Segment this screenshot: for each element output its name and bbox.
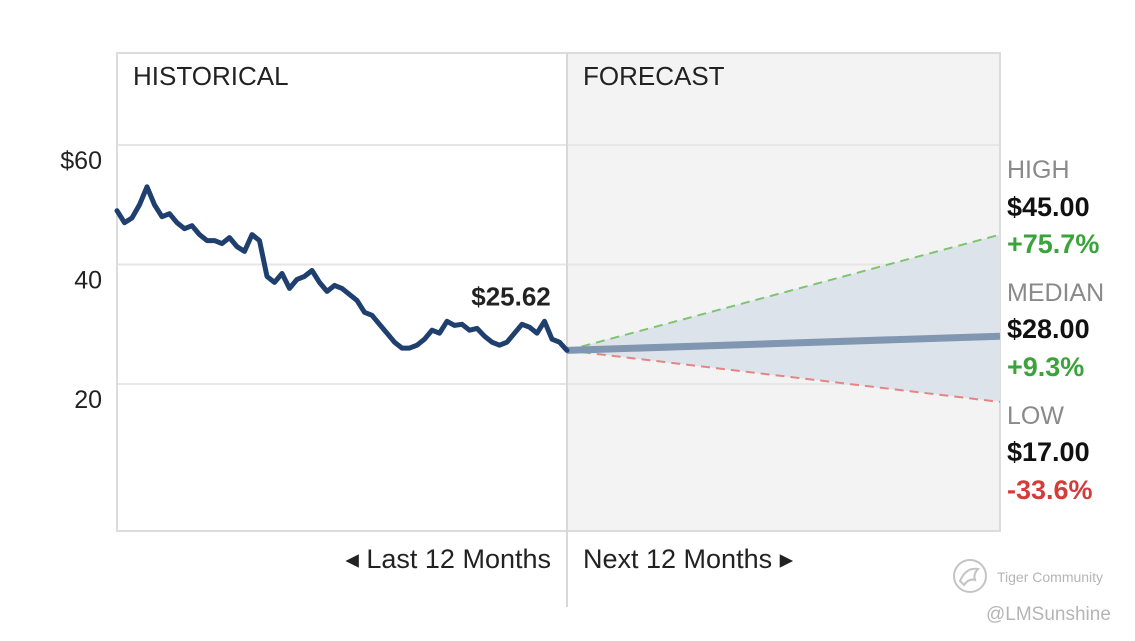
next-12-months-label: Next 12 Months ▸ [583, 544, 794, 574]
forecast-section-label: FORECAST [583, 61, 725, 91]
y-axis-ticks: $60 40 20 [60, 147, 102, 414]
forecast-median-label: MEDIAN [1007, 279, 1104, 307]
forecast-median-change: +9.3% [1007, 352, 1084, 382]
forecast-high-label: HIGH [1007, 156, 1070, 184]
y-tick-label: 40 [74, 267, 102, 295]
y-tick-label: 20 [74, 386, 102, 414]
y-tick-label: $60 [60, 147, 102, 175]
historical-section-label: HISTORICAL [133, 61, 289, 91]
last-price-label: $25.62 [471, 281, 551, 311]
watermark-user: @LMSunshine [986, 604, 1111, 625]
tiger-community-logo-icon [953, 559, 987, 593]
forecast-low-change: -33.6% [1007, 475, 1093, 505]
forecast-low-label: LOW [1007, 402, 1064, 430]
forecast-low-line [566, 349, 1001, 403]
forecast-median-price: $28.00 [1007, 314, 1090, 344]
forecast-median-line [566, 332, 1001, 354]
forecast-high-change: +75.7% [1007, 229, 1099, 259]
watermark-brand: Tiger Community [997, 569, 1104, 585]
historical-price-line [114, 184, 570, 353]
forecast-high-price: $45.00 [1007, 192, 1090, 222]
historical-panel [117, 53, 567, 531]
forecast-low-price: $17.00 [1007, 437, 1090, 467]
forecast-range-band [567, 234, 1000, 402]
last-12-months-label: ◂ Last 12 Months [345, 544, 551, 574]
